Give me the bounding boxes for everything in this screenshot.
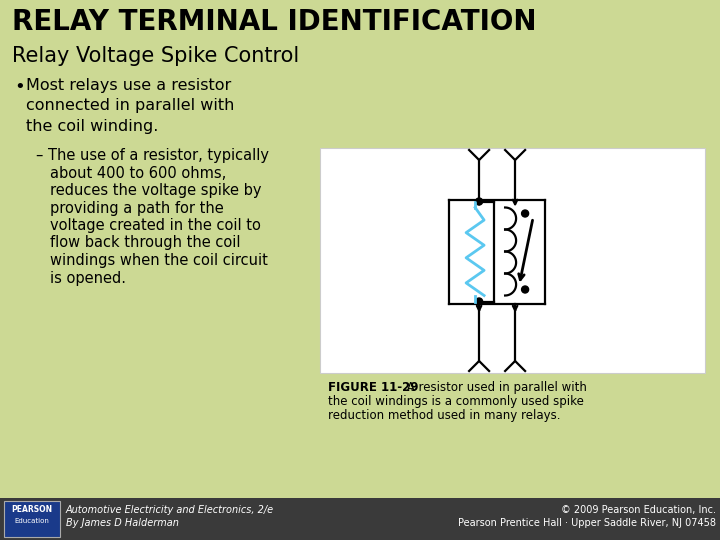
- Text: the coil windings is a commonly used spike: the coil windings is a commonly used spi…: [328, 395, 584, 408]
- Text: Relay Voltage Spike Control: Relay Voltage Spike Control: [12, 46, 300, 66]
- Text: about 400 to 600 ohms,: about 400 to 600 ohms,: [50, 165, 226, 180]
- Text: PEARSON: PEARSON: [12, 505, 53, 514]
- Text: Most relays use a resistor
connected in parallel with
the coil winding.: Most relays use a resistor connected in …: [26, 78, 235, 134]
- Circle shape: [521, 286, 528, 293]
- Text: reduces the voltage spike by: reduces the voltage spike by: [50, 183, 261, 198]
- Text: •: •: [14, 78, 24, 96]
- Text: RELAY TERMINAL IDENTIFICATION: RELAY TERMINAL IDENTIFICATION: [12, 8, 536, 36]
- Text: providing a path for the: providing a path for the: [50, 200, 224, 215]
- Bar: [0, 498, 720, 540]
- Text: Education: Education: [14, 518, 50, 524]
- Text: Pearson Prentice Hall · Upper Saddle River, NJ 07458: Pearson Prentice Hall · Upper Saddle Riv…: [458, 518, 716, 528]
- Circle shape: [521, 210, 528, 217]
- Circle shape: [476, 298, 482, 305]
- Circle shape: [476, 198, 482, 205]
- Bar: [4, 501, 60, 537]
- Text: – The use of a resistor, typically: – The use of a resistor, typically: [36, 148, 269, 163]
- Text: reduction method used in many relays.: reduction method used in many relays.: [328, 409, 560, 422]
- Text: windings when the coil circuit: windings when the coil circuit: [50, 253, 268, 268]
- Text: voltage created in the coil to: voltage created in the coil to: [50, 218, 261, 233]
- Text: By James D Halderman: By James D Halderman: [66, 518, 179, 528]
- Text: FIGURE 11-29: FIGURE 11-29: [328, 381, 418, 394]
- Text: is opened.: is opened.: [50, 271, 126, 286]
- Bar: [320, 148, 705, 373]
- Text: A resistor used in parallel with: A resistor used in parallel with: [403, 381, 587, 394]
- Text: Automotive Electricity and Electronics, 2/e: Automotive Electricity and Electronics, …: [66, 505, 274, 515]
- Text: © 2009 Pearson Education, Inc.: © 2009 Pearson Education, Inc.: [561, 505, 716, 515]
- Text: flow back through the coil: flow back through the coil: [50, 235, 240, 251]
